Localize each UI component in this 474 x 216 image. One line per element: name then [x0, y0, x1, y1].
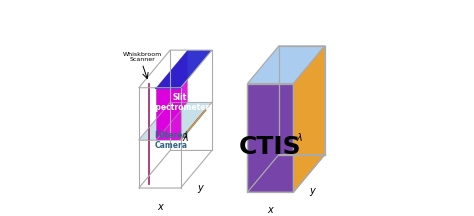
- Polygon shape: [156, 50, 188, 140]
- Text: x: x: [157, 202, 163, 212]
- Text: Filtered
Camera: Filtered Camera: [154, 131, 188, 150]
- Text: λ: λ: [183, 133, 189, 143]
- Polygon shape: [293, 46, 325, 192]
- Text: Slit
Spectrometer: Slit Spectrometer: [150, 93, 210, 112]
- Polygon shape: [247, 84, 293, 192]
- Text: CTIS: CTIS: [239, 135, 302, 159]
- Text: Whiskbroom
Scanner: Whiskbroom Scanner: [122, 52, 162, 62]
- Polygon shape: [139, 102, 212, 140]
- Polygon shape: [156, 88, 181, 140]
- Polygon shape: [156, 50, 212, 88]
- Polygon shape: [147, 83, 149, 184]
- Polygon shape: [180, 109, 207, 139]
- Polygon shape: [247, 46, 325, 84]
- Text: y: y: [309, 186, 315, 196]
- Text: λ: λ: [296, 133, 302, 143]
- Text: y: y: [197, 183, 203, 192]
- Text: x: x: [267, 205, 273, 215]
